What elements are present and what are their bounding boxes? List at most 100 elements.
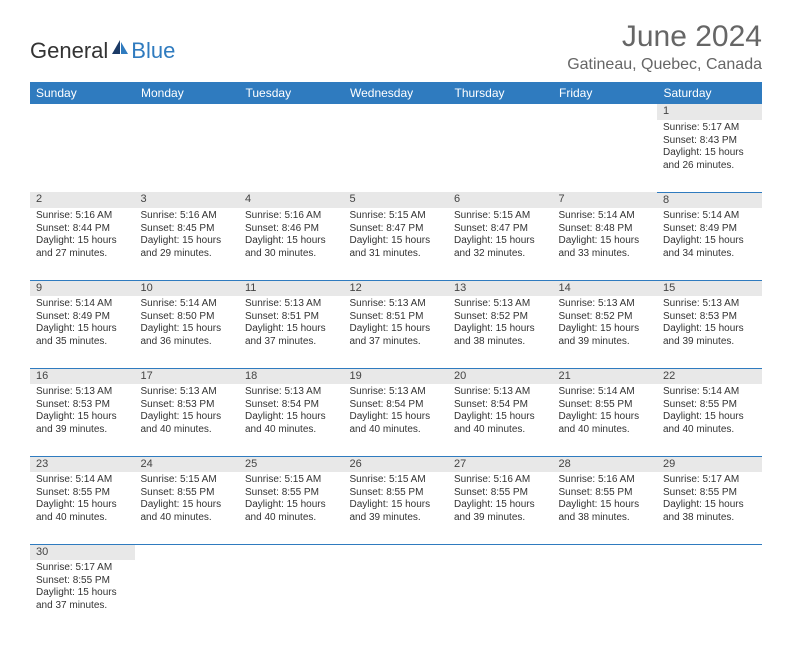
daylight-line: Daylight: 15 hours and 40 minutes. bbox=[350, 411, 443, 436]
header: GeneralBlue June 2024 Gatineau, Quebec, … bbox=[30, 20, 762, 74]
day-cell bbox=[30, 120, 135, 192]
day-cell-content: Sunrise: 5:16 AMSunset: 8:46 PMDaylight:… bbox=[239, 208, 344, 262]
daylight-line: Daylight: 15 hours and 34 minutes. bbox=[663, 235, 756, 260]
sunrise-line: Sunrise: 5:16 AM bbox=[36, 210, 129, 223]
day-number-cell: 17 bbox=[135, 368, 240, 384]
weekday-header: Thursday bbox=[448, 82, 553, 104]
day-cell-content: Sunrise: 5:13 AMSunset: 8:51 PMDaylight:… bbox=[344, 296, 449, 350]
daylight-line: Daylight: 15 hours and 40 minutes. bbox=[141, 411, 234, 436]
sunrise-line: Sunrise: 5:14 AM bbox=[36, 298, 129, 311]
day-cell-content: Sunrise: 5:15 AMSunset: 8:55 PMDaylight:… bbox=[135, 472, 240, 526]
daylight-line: Daylight: 15 hours and 40 minutes. bbox=[559, 411, 652, 436]
sunrise-line: Sunrise: 5:15 AM bbox=[350, 210, 443, 223]
day-cell: Sunrise: 5:14 AMSunset: 8:55 PMDaylight:… bbox=[657, 384, 762, 456]
day-cell-content: Sunrise: 5:14 AMSunset: 8:55 PMDaylight:… bbox=[553, 384, 658, 438]
sunset-line: Sunset: 8:47 PM bbox=[350, 223, 443, 236]
day-cell: Sunrise: 5:13 AMSunset: 8:54 PMDaylight:… bbox=[448, 384, 553, 456]
day-number-cell: 29 bbox=[657, 456, 762, 472]
daylight-line: Daylight: 15 hours and 32 minutes. bbox=[454, 235, 547, 260]
day-cell-content: Sunrise: 5:17 AMSunset: 8:43 PMDaylight:… bbox=[657, 120, 762, 174]
day-number-row: 9101112131415 bbox=[30, 280, 762, 296]
weekday-header-row: Sunday Monday Tuesday Wednesday Thursday… bbox=[30, 82, 762, 104]
location: Gatineau, Quebec, Canada bbox=[567, 56, 762, 74]
day-cell bbox=[448, 120, 553, 192]
day-cell-content: Sunrise: 5:14 AMSunset: 8:55 PMDaylight:… bbox=[657, 384, 762, 438]
day-cell: Sunrise: 5:13 AMSunset: 8:53 PMDaylight:… bbox=[135, 384, 240, 456]
daylight-line: Daylight: 15 hours and 40 minutes. bbox=[245, 499, 338, 524]
sunset-line: Sunset: 8:50 PM bbox=[141, 311, 234, 324]
daylight-line: Daylight: 15 hours and 38 minutes. bbox=[559, 499, 652, 524]
day-number-cell bbox=[135, 544, 240, 560]
day-number-cell bbox=[30, 104, 135, 120]
day-cell: Sunrise: 5:13 AMSunset: 8:53 PMDaylight:… bbox=[657, 296, 762, 368]
sunset-line: Sunset: 8:51 PM bbox=[245, 311, 338, 324]
day-cell-content: Sunrise: 5:16 AMSunset: 8:55 PMDaylight:… bbox=[553, 472, 658, 526]
weekday-header: Friday bbox=[553, 82, 658, 104]
day-number-cell: 20 bbox=[448, 368, 553, 384]
day-cell-content: Sunrise: 5:13 AMSunset: 8:53 PMDaylight:… bbox=[657, 296, 762, 350]
day-cell bbox=[448, 560, 553, 632]
sunrise-line: Sunrise: 5:14 AM bbox=[559, 386, 652, 399]
sunrise-line: Sunrise: 5:13 AM bbox=[454, 386, 547, 399]
sunrise-line: Sunrise: 5:13 AM bbox=[245, 386, 338, 399]
day-cell: Sunrise: 5:14 AMSunset: 8:49 PMDaylight:… bbox=[30, 296, 135, 368]
sunrise-line: Sunrise: 5:13 AM bbox=[350, 298, 443, 311]
day-number-cell: 16 bbox=[30, 368, 135, 384]
day-cell bbox=[344, 560, 449, 632]
sunset-line: Sunset: 8:55 PM bbox=[141, 487, 234, 500]
sunset-line: Sunset: 8:49 PM bbox=[36, 311, 129, 324]
day-cell-content: Sunrise: 5:16 AMSunset: 8:45 PMDaylight:… bbox=[135, 208, 240, 262]
daylight-line: Daylight: 15 hours and 29 minutes. bbox=[141, 235, 234, 260]
sunrise-line: Sunrise: 5:15 AM bbox=[141, 474, 234, 487]
weekday-header: Monday bbox=[135, 82, 240, 104]
day-number-row: 2345678 bbox=[30, 192, 762, 208]
sunset-line: Sunset: 8:45 PM bbox=[141, 223, 234, 236]
day-cell-content: Sunrise: 5:14 AMSunset: 8:55 PMDaylight:… bbox=[30, 472, 135, 526]
day-cell-content: Sunrise: 5:13 AMSunset: 8:52 PMDaylight:… bbox=[553, 296, 658, 350]
day-cell-content: Sunrise: 5:15 AMSunset: 8:55 PMDaylight:… bbox=[239, 472, 344, 526]
sunrise-line: Sunrise: 5:14 AM bbox=[36, 474, 129, 487]
day-cell-content: Sunrise: 5:14 AMSunset: 8:50 PMDaylight:… bbox=[135, 296, 240, 350]
day-cell: Sunrise: 5:14 AMSunset: 8:50 PMDaylight:… bbox=[135, 296, 240, 368]
daylight-line: Daylight: 15 hours and 39 minutes. bbox=[36, 411, 129, 436]
sunrise-line: Sunrise: 5:16 AM bbox=[454, 474, 547, 487]
weekday-header: Tuesday bbox=[239, 82, 344, 104]
day-number-cell bbox=[448, 544, 553, 560]
sunrise-line: Sunrise: 5:15 AM bbox=[245, 474, 338, 487]
day-cell-content: Sunrise: 5:16 AMSunset: 8:55 PMDaylight:… bbox=[448, 472, 553, 526]
day-cell-content: Sunrise: 5:13 AMSunset: 8:54 PMDaylight:… bbox=[239, 384, 344, 438]
sunrise-line: Sunrise: 5:15 AM bbox=[350, 474, 443, 487]
daylight-line: Daylight: 15 hours and 26 minutes. bbox=[663, 147, 756, 172]
day-content-row: Sunrise: 5:14 AMSunset: 8:55 PMDaylight:… bbox=[30, 472, 762, 544]
day-number-cell: 5 bbox=[344, 192, 449, 208]
sunset-line: Sunset: 8:44 PM bbox=[36, 223, 129, 236]
daylight-line: Daylight: 15 hours and 37 minutes. bbox=[36, 587, 129, 612]
daylight-line: Daylight: 15 hours and 35 minutes. bbox=[36, 323, 129, 348]
day-cell-content: Sunrise: 5:16 AMSunset: 8:44 PMDaylight:… bbox=[30, 208, 135, 262]
sunset-line: Sunset: 8:55 PM bbox=[245, 487, 338, 500]
daylight-line: Daylight: 15 hours and 39 minutes. bbox=[454, 499, 547, 524]
daylight-line: Daylight: 15 hours and 37 minutes. bbox=[350, 323, 443, 348]
sunset-line: Sunset: 8:55 PM bbox=[350, 487, 443, 500]
sunset-line: Sunset: 8:54 PM bbox=[350, 399, 443, 412]
sunset-line: Sunset: 8:55 PM bbox=[663, 399, 756, 412]
day-cell: Sunrise: 5:14 AMSunset: 8:55 PMDaylight:… bbox=[30, 472, 135, 544]
sunset-line: Sunset: 8:47 PM bbox=[454, 223, 547, 236]
day-number-row: 23242526272829 bbox=[30, 456, 762, 472]
day-number-cell: 25 bbox=[239, 456, 344, 472]
day-cell-content: Sunrise: 5:15 AMSunset: 8:47 PMDaylight:… bbox=[448, 208, 553, 262]
daylight-line: Daylight: 15 hours and 27 minutes. bbox=[36, 235, 129, 260]
day-number-cell: 28 bbox=[553, 456, 658, 472]
daylight-line: Daylight: 15 hours and 40 minutes. bbox=[663, 411, 756, 436]
weekday-header: Wednesday bbox=[344, 82, 449, 104]
day-number-cell: 26 bbox=[344, 456, 449, 472]
calendar-table: Sunday Monday Tuesday Wednesday Thursday… bbox=[30, 82, 762, 632]
logo-sail-icon bbox=[110, 36, 130, 62]
day-number-cell: 14 bbox=[553, 280, 658, 296]
sunset-line: Sunset: 8:49 PM bbox=[663, 223, 756, 236]
day-cell-content: Sunrise: 5:13 AMSunset: 8:51 PMDaylight:… bbox=[239, 296, 344, 350]
sunrise-line: Sunrise: 5:14 AM bbox=[663, 386, 756, 399]
day-number-cell: 24 bbox=[135, 456, 240, 472]
day-cell: Sunrise: 5:15 AMSunset: 8:47 PMDaylight:… bbox=[448, 208, 553, 280]
sunset-line: Sunset: 8:55 PM bbox=[663, 487, 756, 500]
